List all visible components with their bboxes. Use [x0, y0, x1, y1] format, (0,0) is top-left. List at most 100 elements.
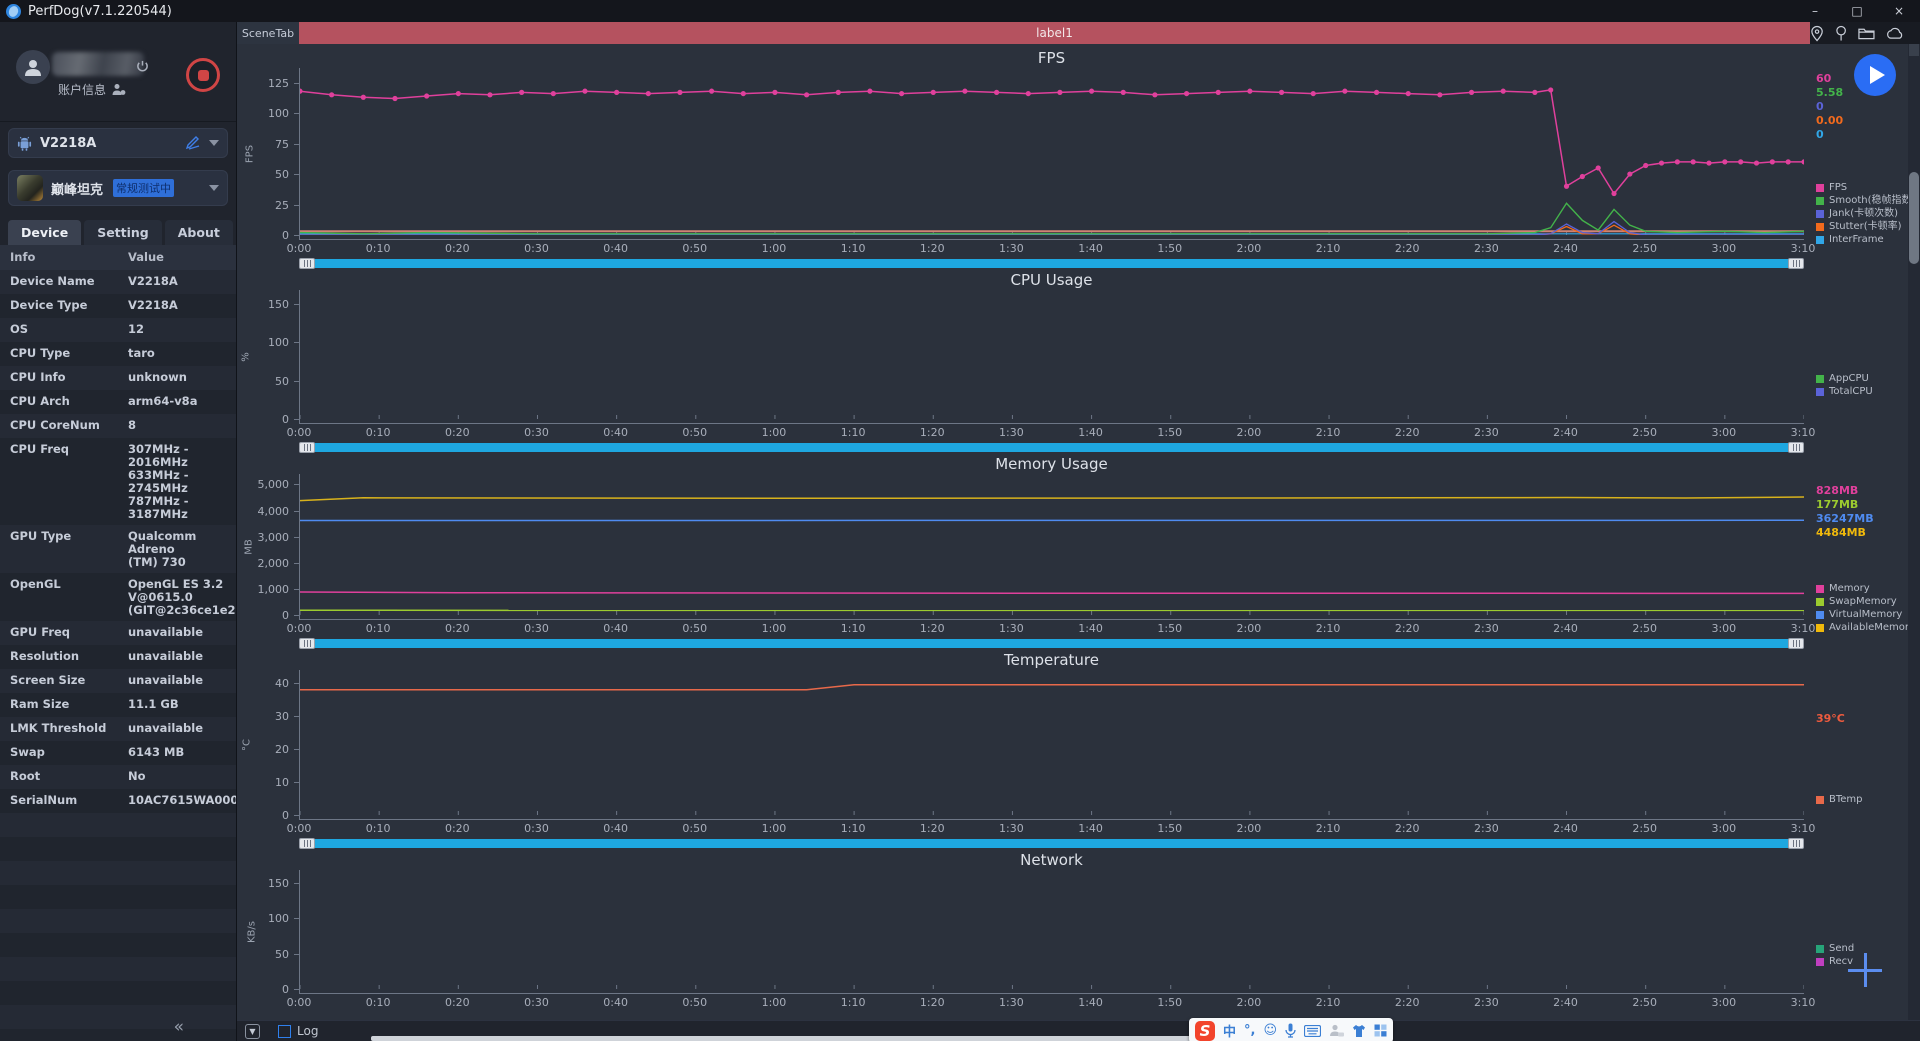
legend-item[interactable]: InterFrame — [1816, 233, 1908, 246]
time-range-scrollbar[interactable] — [299, 638, 1804, 649]
chart-plot-network[interactable] — [299, 870, 1805, 994]
legend-item[interactable]: TotalCPU — [1816, 385, 1908, 398]
emoji-icon[interactable]: ☺ — [1263, 1023, 1278, 1038]
login-person-icon[interactable] — [1329, 1024, 1345, 1038]
legend-item[interactable]: BTemp — [1816, 793, 1908, 806]
skin-icon[interactable] — [1352, 1024, 1366, 1038]
scrollbar-track[interactable] — [299, 839, 1804, 848]
scrollbar-left-handle[interactable] — [299, 442, 315, 453]
table-row[interactable]: Device Type V2218A — [0, 294, 236, 318]
tab-setting[interactable]: Setting — [84, 220, 162, 245]
table-row[interactable]: Ram Size 11.1 GB — [0, 693, 236, 717]
table-row[interactable]: CPU Type taro — [0, 342, 236, 366]
sogou-logo-icon[interactable]: S — [1195, 1020, 1215, 1041]
legend-item[interactable]: AppCPU — [1816, 372, 1908, 385]
vertical-scrollbar[interactable] — [1908, 44, 1920, 1020]
cloud-icon[interactable] — [1886, 26, 1904, 40]
scrollbar-track[interactable] — [299, 259, 1804, 268]
stop-test-button[interactable] — [186, 58, 220, 92]
keyboard-icon[interactable] — [1304, 1024, 1322, 1037]
microphone-icon[interactable] — [1285, 1023, 1296, 1038]
tab-about[interactable]: About — [164, 220, 233, 245]
chart-plot-cpu[interactable] — [299, 290, 1805, 424]
table-row[interactable]: CPU Freq 307MHz - 2016MHz 633MHz - 2745MH… — [0, 438, 236, 525]
table-row[interactable]: Device Name V2218A — [0, 270, 236, 294]
scrollbar-track[interactable] — [299, 443, 1804, 452]
chart-canvas[interactable] — [299, 670, 1805, 815]
scrollbar-left-handle[interactable] — [299, 638, 315, 649]
table-row[interactable]: Screen Size unavailable — [0, 669, 236, 693]
scrollbar-right-handle[interactable] — [1788, 838, 1804, 849]
scrollbar-right-handle[interactable] — [1788, 638, 1804, 649]
table-row[interactable]: OS 12 — [0, 318, 236, 342]
chevron-down-icon[interactable] — [209, 185, 219, 191]
table-row[interactable]: OpenGL OpenGL ES 3.2 V@0615.0 (GIT@2c36ce… — [0, 573, 236, 621]
table-row[interactable]: Swap 6143 MB — [0, 741, 236, 765]
table-row[interactable]: Root No — [0, 765, 236, 789]
chart-plot-memory[interactable] — [299, 474, 1805, 620]
legend-item[interactable]: Memory — [1816, 582, 1908, 595]
device-selector[interactable]: V2218A — [8, 128, 228, 158]
table-row[interactable]: SerialNum 10AC7615WA000P1 — [0, 789, 236, 813]
x-tick-label: 1:40 — [1078, 822, 1103, 835]
location-pin-icon[interactable] — [1810, 25, 1824, 42]
account-switch-icon[interactable] — [112, 81, 126, 100]
add-chart-button[interactable] — [1848, 953, 1882, 987]
legend-item[interactable]: Smooth(稳帧指数) — [1816, 194, 1915, 207]
power-icon[interactable] — [136, 58, 149, 77]
scene-tab[interactable]: SceneTab — [237, 22, 299, 44]
edit-pen-icon[interactable] — [185, 136, 201, 150]
tab-device[interactable]: Device — [8, 220, 82, 245]
time-range-scrollbar[interactable] — [299, 258, 1804, 269]
chart-canvas[interactable] — [299, 870, 1805, 989]
scene-label-tab[interactable]: label1 — [299, 22, 1810, 44]
toolbox-grid-icon[interactable] — [1374, 1024, 1387, 1037]
play-button[interactable] — [1854, 54, 1896, 96]
punctuation-icon[interactable]: °, — [1244, 1023, 1256, 1038]
scrollbar-track[interactable] — [299, 639, 1804, 648]
expand-log-button[interactable]: ▼ — [245, 1023, 260, 1039]
chart-plot-fps[interactable] — [297, 68, 1807, 240]
avatar[interactable] — [16, 50, 50, 84]
time-range-scrollbar[interactable] — [299, 838, 1804, 849]
legend-item[interactable]: Jank(卡顿次数) — [1816, 207, 1908, 220]
scrollbar-left-handle[interactable] — [299, 838, 315, 849]
horizontal-scrollbar[interactable] — [371, 1036, 1211, 1041]
table-row[interactable]: GPU Freq unavailable — [0, 621, 236, 645]
time-range-scrollbar[interactable] — [299, 442, 1804, 453]
collapse-sidebar-button[interactable]: « — [173, 1017, 184, 1037]
scrollbar-left-handle[interactable] — [299, 258, 315, 269]
table-row[interactable]: CPU Info unknown — [0, 366, 236, 390]
scrollbar-right-handle[interactable] — [1788, 442, 1804, 453]
legend-item[interactable]: Stutter(卡顿率) — [1816, 220, 1908, 233]
legend-item[interactable]: VirtualMemory — [1816, 608, 1908, 621]
legend-item[interactable]: Send — [1816, 942, 1908, 955]
account-info-label[interactable]: 账户信息 — [58, 83, 107, 97]
scroll-up-arrow[interactable] — [1909, 44, 1919, 56]
chart-canvas[interactable] — [299, 290, 1805, 419]
folder-icon[interactable] — [1858, 26, 1875, 41]
chinese-mode-icon[interactable]: 中 — [1223, 1025, 1237, 1040]
table-row[interactable]: CPU Arch arm64-v8a — [0, 390, 236, 414]
legend-item[interactable]: SwapMemory — [1816, 595, 1908, 608]
vertical-scrollbar-thumb[interactable] — [1909, 172, 1919, 264]
marker-pin-icon[interactable] — [1835, 25, 1847, 42]
legend-item[interactable]: AvailableMemory — [1816, 621, 1915, 634]
table-row[interactable]: CPU CoreNum 8 — [0, 414, 236, 438]
chart-canvas[interactable] — [299, 474, 1805, 615]
table-row[interactable]: GPU Type Qualcomm Adreno (TM) 730 — [0, 525, 236, 573]
maximize-button[interactable]: □ — [1851, 4, 1863, 18]
chart-plot-temperature[interactable] — [299, 670, 1805, 820]
grip-icon — [1792, 444, 1800, 451]
table-row[interactable]: LMK Threshold unavailable — [0, 717, 236, 741]
log-checkbox[interactable] — [278, 1024, 291, 1038]
minimize-button[interactable]: – — [1812, 4, 1818, 18]
chart-canvas[interactable] — [297, 68, 1807, 236]
chevron-down-icon[interactable] — [209, 140, 219, 146]
close-button[interactable]: × — [1893, 4, 1905, 18]
scrollbar-right-handle[interactable] — [1788, 258, 1804, 269]
legend-item[interactable]: Recv — [1816, 955, 1908, 968]
legend-item[interactable]: FPS — [1816, 181, 1908, 194]
app-selector[interactable]: 巅峰坦克 常规测试中 — [8, 170, 228, 206]
table-row[interactable]: Resolution unavailable — [0, 645, 236, 669]
